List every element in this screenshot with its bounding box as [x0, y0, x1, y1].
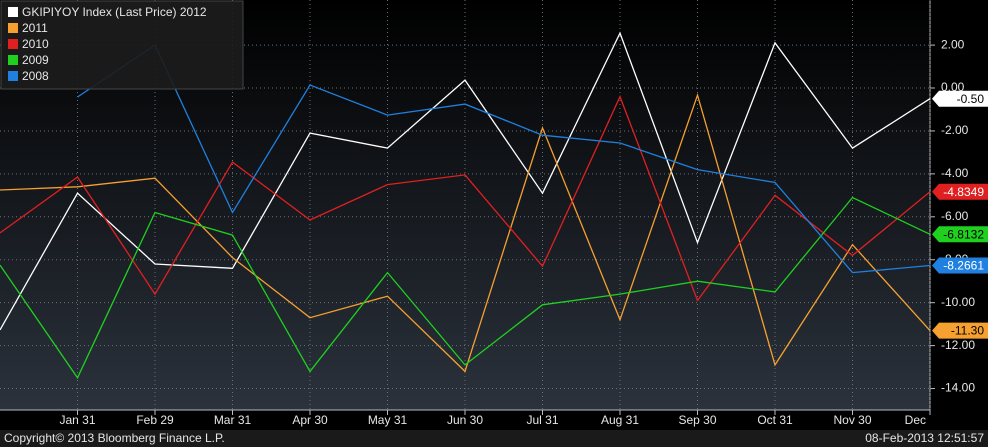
- y-tick-label: -2.00: [941, 123, 969, 137]
- x-tick-label: Mar 31: [214, 413, 252, 427]
- legend-swatch: [8, 55, 18, 65]
- legend-swatch: [8, 7, 18, 17]
- y-tick-label: 2.00: [941, 37, 965, 51]
- legend: GKIPIYOY Index (Last Price) 2012 2011 2010…: [0, 0, 244, 90]
- x-tick-label: Sep 30: [678, 413, 716, 427]
- legend-label: GKIPIYOY Index (Last Price) 2012: [22, 5, 207, 19]
- y-tick-label: -12.00: [941, 338, 975, 352]
- y-tick-label: -6.00: [941, 209, 969, 223]
- footer-timestamp: 08-Feb-2013 12:51:57: [865, 431, 984, 445]
- series-line: [0, 196, 931, 380]
- x-tick-label: Jan 31: [59, 413, 95, 427]
- value-callout: [932, 183, 988, 200]
- x-tick-label: Nov 30: [833, 413, 871, 427]
- series-line: [0, 31, 931, 331]
- value-label: -8.2661: [943, 259, 984, 273]
- x-tick-label: Feb 29: [136, 413, 174, 427]
- legend-swatch: [8, 23, 18, 33]
- value-callout: [932, 226, 988, 243]
- footer-bar: [0, 430, 988, 447]
- value-callout: [932, 322, 988, 339]
- footer-copyright: Copyright© 2013 Bloomberg Finance L.P.: [4, 431, 225, 445]
- series-line: [0, 92, 931, 373]
- y-tick-label: -4.00: [941, 166, 969, 180]
- axis-background: [930, 0, 988, 447]
- series-line: [77, 44, 931, 274]
- x-tick-label: May 31: [368, 413, 408, 427]
- y-tick-label: -14.00: [941, 381, 975, 395]
- series-line: [0, 94, 931, 302]
- x-tick-label: Jul 31: [526, 413, 558, 427]
- legend-label: 2009: [22, 53, 49, 67]
- legend-box: [0, 0, 244, 90]
- x-tick-label: Oct 31: [757, 413, 793, 427]
- x-tick-label: Dec: [905, 413, 926, 427]
- x-tick-label: Aug 31: [601, 413, 639, 427]
- x-tick-label: Apr 30: [292, 413, 328, 427]
- legend-swatch: [8, 39, 18, 49]
- value-label: -11.30: [951, 324, 984, 338]
- x-tick-label: Jun 30: [447, 413, 483, 427]
- value-callout: [932, 257, 988, 274]
- legend-label: 2010: [22, 37, 49, 51]
- legend-label: 2011: [22, 21, 48, 35]
- y-tick-label: 0.00: [941, 80, 965, 94]
- value-label: -6.8132: [943, 227, 984, 241]
- value-callout: [932, 90, 988, 107]
- value-label: -0.50: [957, 92, 985, 106]
- legend-label: 2008: [22, 69, 49, 83]
- legend-swatch: [8, 71, 18, 81]
- value-label: -4.8349: [943, 185, 984, 199]
- y-tick-label: -10.00: [941, 295, 975, 309]
